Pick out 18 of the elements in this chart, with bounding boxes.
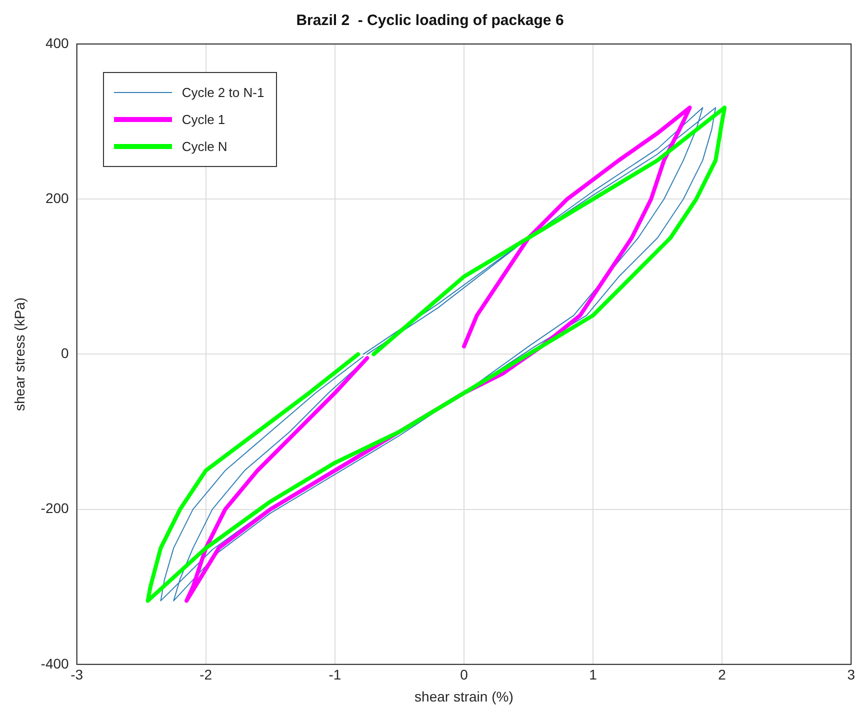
- x-tick-label: 2: [718, 666, 726, 683]
- x-axis-title: shear strain (%): [414, 688, 514, 704]
- y-tick-label: -400: [40, 655, 70, 672]
- y-axis-title: shear stress (kPa): [11, 297, 28, 411]
- x-tick-label: 3: [847, 666, 856, 683]
- y-tick-label: 200: [45, 190, 70, 206]
- y-tick-label: -200: [40, 500, 70, 516]
- x-tick-label: 1: [589, 666, 598, 683]
- legend-label: Cycle 1: [182, 112, 226, 127]
- legend-label: Cycle 2 to N-1: [182, 85, 264, 100]
- chart-title: Brazil 2 - Cyclic loading of package 6: [296, 12, 564, 30]
- x-tick-label: -1: [328, 666, 342, 683]
- y-tick-label: 400: [45, 34, 70, 51]
- y-tick-label: 0: [61, 345, 70, 362]
- x-tick-label: 0: [460, 666, 468, 683]
- legend-label: Cycle N: [182, 139, 228, 154]
- x-tick-label: -3: [70, 666, 84, 683]
- x-tick-label: -2: [200, 666, 212, 683]
